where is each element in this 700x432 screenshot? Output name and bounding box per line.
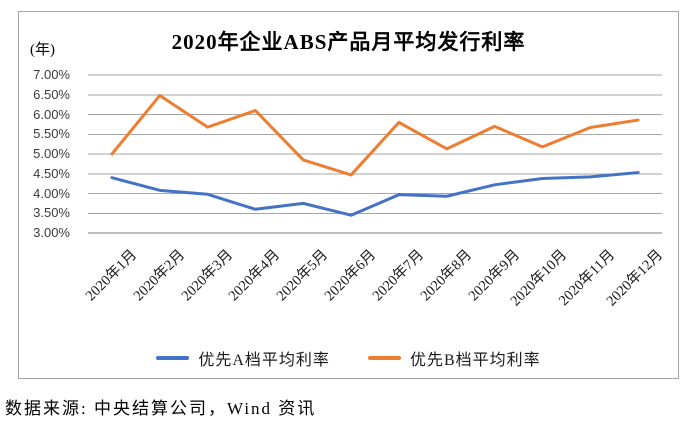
y-tick-label: 5.50% [33, 126, 70, 142]
series-b-line [110, 94, 640, 177]
y-tick-label: 6.50% [33, 86, 70, 102]
chart-frame [18, 11, 679, 379]
chart-title: 2020年企业ABS产品月平均发行利率 [171, 30, 526, 54]
chart-legend: 优先A档平均利率 优先B档平均利率 [18, 347, 679, 369]
series-a-line-swatch [156, 356, 190, 360]
y-tick-label: 4.50% [33, 165, 70, 181]
series-b-line-swatch [367, 356, 401, 360]
legend-label-series-b: 优先B档平均利率 [409, 352, 541, 369]
y-tick-label: 3.00% [33, 225, 70, 240]
legend-label-series-a: 优先A档平均利率 [198, 352, 330, 369]
y-tick-label: 5.00% [33, 146, 70, 161]
data-source-note: 数据来源: 中央结算公司，Wind 资讯 [5, 399, 317, 418]
y-tick-label: 6.00% [33, 106, 70, 122]
y-tick-label: 3.50% [33, 205, 70, 221]
legend-item-series-a: 优先A档平均利率 [156, 346, 330, 370]
series-a-line [110, 171, 640, 217]
y-axis-unit-label: (年) [30, 42, 55, 58]
y-tick-label: 4.00% [33, 185, 70, 201]
legend-item-series-b: 优先B档平均利率 [367, 346, 541, 370]
y-tick-label: 7.00% [33, 67, 70, 82]
